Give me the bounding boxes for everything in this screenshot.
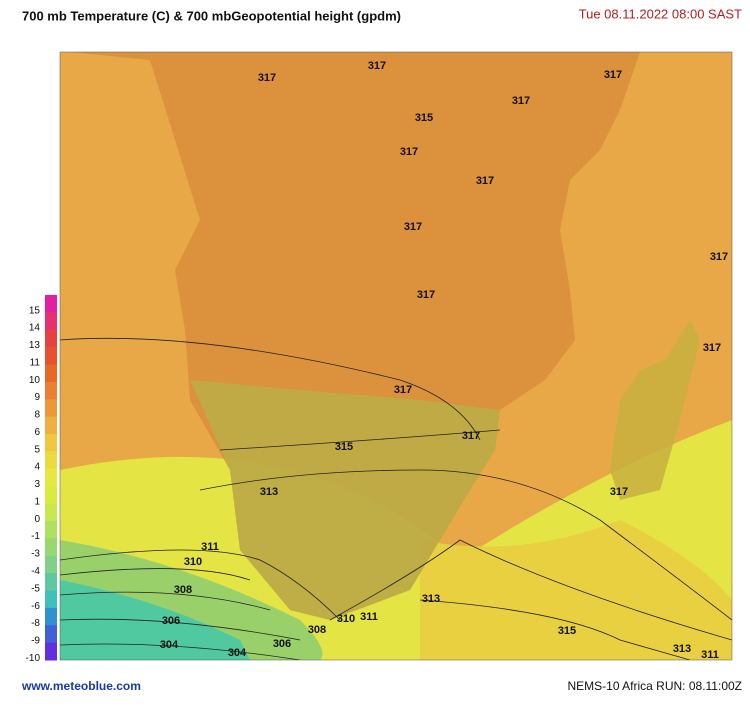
contour-label: 306 xyxy=(162,615,180,627)
legend-swatch xyxy=(45,503,57,522)
legend-swatch xyxy=(45,451,57,470)
contour-label: 315 xyxy=(558,625,576,637)
legend-swatch xyxy=(45,329,57,348)
contour-label: 315 xyxy=(335,441,353,453)
contour-label: 315 xyxy=(415,112,433,124)
legend-swatch xyxy=(45,399,57,418)
legend-label: 4 xyxy=(34,462,40,473)
legend-swatch xyxy=(45,364,57,383)
legend-swatch xyxy=(45,295,57,313)
run-info: NEMS-10 Africa RUN: 08.11:00Z xyxy=(567,679,742,693)
legend-swatch xyxy=(45,347,57,366)
contour-label: 311 xyxy=(201,541,219,553)
contour-label: 311 xyxy=(360,611,378,623)
legend-label: 13 xyxy=(29,340,41,351)
contour-label: 317 xyxy=(610,486,628,498)
legend-swatch xyxy=(45,538,57,557)
legend-label: 5 xyxy=(34,444,40,455)
legend-label: 11 xyxy=(30,357,41,368)
contour-label: 304 xyxy=(160,639,179,651)
contour-label: 310 xyxy=(184,556,202,568)
legend-swatch xyxy=(45,434,57,452)
legend-swatch xyxy=(45,468,57,487)
legend-label: -1 xyxy=(31,531,40,542)
contour-label: 317 xyxy=(703,342,721,354)
contour-label: 308 xyxy=(174,584,192,596)
map xyxy=(59,51,733,661)
legend-label: -4 xyxy=(31,566,40,577)
legend-label: 6 xyxy=(34,427,40,438)
contour-label: 306 xyxy=(273,638,291,650)
legend-swatch xyxy=(45,486,57,505)
contour-label: 317 xyxy=(476,175,494,187)
contour-label: 317 xyxy=(462,430,480,442)
legend-label: 10 xyxy=(29,375,41,386)
contour-label: 304 xyxy=(228,647,247,659)
legend-swatch xyxy=(45,381,57,400)
legend-label: 8 xyxy=(34,410,40,421)
contour-label: 317 xyxy=(604,69,622,81)
legend-swatch xyxy=(45,416,57,435)
contour-label: 311 xyxy=(701,649,719,661)
date: Tue 08.11.2022 08:00 SAST xyxy=(579,6,742,21)
legend-swatch xyxy=(45,625,57,644)
contour-label: 317 xyxy=(400,146,418,158)
legend-label: -5 xyxy=(31,583,40,594)
legend-swatch xyxy=(45,607,57,626)
legend-swatch xyxy=(45,312,57,331)
contour-label: 317 xyxy=(404,221,422,233)
legend-swatch xyxy=(45,642,57,661)
contour-label: 317 xyxy=(368,60,386,72)
legend-label: 15 xyxy=(29,305,41,316)
title: 700 mb Temperature (C) & 700 mbGeopotent… xyxy=(22,8,401,23)
contour-label: 317 xyxy=(512,95,530,107)
contour-label: 317 xyxy=(394,384,412,396)
legend-label: 3 xyxy=(34,479,40,490)
legend-label: 9 xyxy=(34,392,40,403)
legend-swatch xyxy=(45,520,57,539)
legend-label: -9 xyxy=(31,636,40,647)
legend-swatch xyxy=(45,573,57,591)
contour-label: 313 xyxy=(422,593,440,605)
legend-label: -3 xyxy=(31,549,40,560)
legend-swatch xyxy=(45,555,57,574)
contour-label: 313 xyxy=(673,643,691,655)
contour-label: 317 xyxy=(258,72,276,84)
legend-label: 1 xyxy=(34,496,40,507)
contour-label: 317 xyxy=(710,251,728,263)
legend-swatch xyxy=(45,590,57,609)
contour-label: 310 xyxy=(337,613,355,625)
legend-label: -10 xyxy=(26,653,41,664)
site-link[interactable]: www.meteoblue.com xyxy=(21,679,141,693)
legend-label: 0 xyxy=(34,514,40,525)
legend-label: -6 xyxy=(31,601,40,612)
legend-label: -8 xyxy=(31,618,40,629)
contour-label: 317 xyxy=(417,289,435,301)
contour-label: 313 xyxy=(260,486,278,498)
contour-label: 308 xyxy=(308,624,326,636)
legend-label: 14 xyxy=(29,323,41,334)
